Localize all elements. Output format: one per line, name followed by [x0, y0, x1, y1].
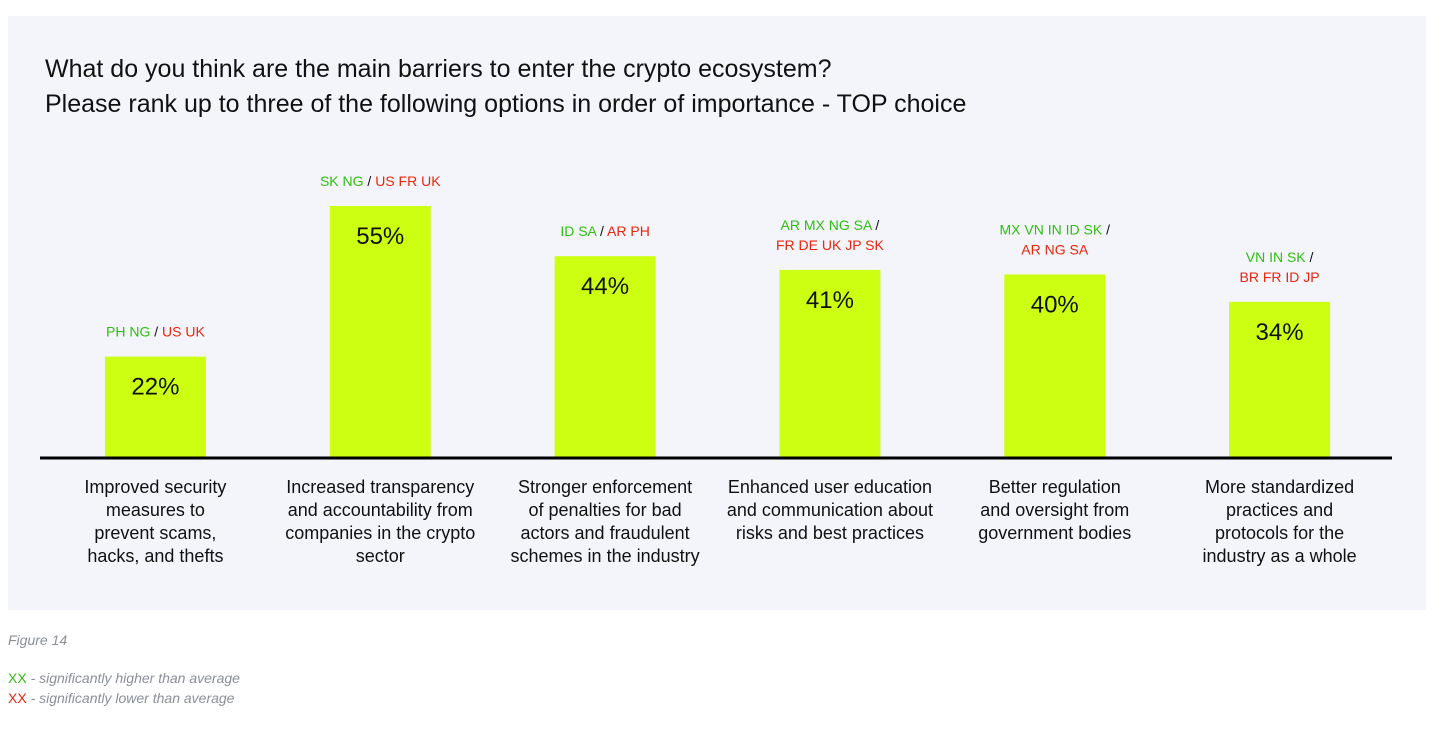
- category-label: Increased transparency and accountability…: [285, 477, 475, 566]
- category-label-line: risks and best practices: [736, 523, 924, 543]
- legend-higher: XX - significantly higher than average: [8, 670, 240, 686]
- category-label: More standardized practices and protocols …: [1203, 477, 1357, 566]
- category-label-line: practices and: [1226, 500, 1333, 520]
- chart-panel: [8, 16, 1426, 610]
- bar-value-label: 41%: [806, 287, 854, 314]
- annotation-separator: /: [596, 223, 607, 239]
- annotation-separator: /: [1102, 221, 1110, 237]
- figure-caption: Figure 14: [8, 632, 68, 648]
- legend-higher-text: - significantly higher than average: [26, 670, 240, 686]
- category-label-line: companies in the crypto: [285, 523, 475, 543]
- annotation-lower: US FR UK: [375, 173, 441, 189]
- legend-higher-marker: XX: [8, 670, 27, 686]
- bar: [554, 256, 656, 457]
- bar: [329, 206, 431, 457]
- annotation-higher: PH NG: [106, 324, 150, 340]
- country-annotation: MX VN IN ID SK /: [1000, 221, 1111, 237]
- annotation-higher: MX VN IN ID SK: [1000, 221, 1103, 237]
- annotation-higher: AR MX NG SA: [781, 217, 873, 233]
- annotation-separator: /: [872, 217, 880, 233]
- category-label-line: sector: [356, 546, 405, 566]
- country-annotation: AR NG SA: [1021, 241, 1089, 257]
- category-label: Better regulation and oversight from gover…: [978, 477, 1131, 543]
- bar: [779, 269, 881, 457]
- category-label-line: protocols for the: [1215, 523, 1344, 543]
- country-annotation: PH NG / US UK: [106, 324, 205, 340]
- country-annotation: VN IN SK /: [1246, 249, 1314, 265]
- category-label-line: actors and fraudulent: [521, 523, 690, 543]
- bar: [1229, 301, 1331, 457]
- bar-value-label: 34%: [1256, 319, 1304, 346]
- country-annotation: FR DE UK JP SK: [776, 237, 885, 253]
- bar-value-label: 55%: [356, 223, 404, 250]
- category-label-line: of penalties for bad: [529, 500, 682, 520]
- bar: [104, 356, 206, 457]
- bar-value-label: 22%: [131, 374, 179, 401]
- category-label: Enhanced user education and communication…: [727, 477, 933, 543]
- category-label-line: prevent scams,: [94, 523, 216, 543]
- category-label-line: Increased transparency: [286, 477, 474, 497]
- annotation-higher: SK NG: [320, 173, 364, 189]
- legend-lower-text: - significantly lower than average: [26, 690, 235, 706]
- category-label-line: and oversight from: [980, 500, 1129, 520]
- annotation-lower: BR FR ID JP: [1240, 269, 1320, 285]
- category-label-line: Stronger enforcement: [518, 477, 692, 497]
- category-label: Stronger enforcement of penalties for bad…: [511, 477, 700, 566]
- annotation-higher: ID SA: [560, 223, 597, 239]
- legend-lower: XX - significantly lower than average: [8, 690, 234, 706]
- annotation-lower: FR DE UK JP SK: [776, 237, 885, 253]
- chart-subtitle: Please rank up to three of the following…: [45, 90, 967, 118]
- category-label-line: schemes in the industry: [511, 546, 700, 566]
- bar-value-label: 44%: [581, 273, 629, 300]
- category-label-line: and communication about: [727, 500, 933, 520]
- annotation-lower: US UK: [162, 324, 205, 340]
- bar: [1004, 274, 1106, 457]
- category-label-line: measures to: [106, 500, 205, 520]
- category-label-line: Enhanced user education: [728, 477, 932, 497]
- category-label-line: More standardized: [1205, 477, 1354, 497]
- category-label: Improved security measures to prevent scam…: [84, 477, 226, 566]
- annotation-separator: /: [1306, 249, 1314, 265]
- country-annotation: BR FR ID JP: [1240, 269, 1320, 285]
- annotation-separator: /: [364, 173, 376, 189]
- category-label-line: and accountability from: [288, 500, 473, 520]
- chart-title: What do you think are the main barriers …: [45, 55, 832, 83]
- category-label-line: Improved security: [84, 477, 226, 497]
- annotation-separator: /: [150, 324, 162, 340]
- legend-lower-marker: XX: [8, 690, 27, 706]
- country-annotation: ID SA / AR PH: [560, 223, 650, 239]
- annotation-higher: VN IN SK: [1246, 249, 1307, 265]
- category-label-line: Better regulation: [989, 477, 1121, 497]
- category-label-line: hacks, and thefts: [87, 546, 223, 566]
- country-annotation: AR MX NG SA /: [781, 217, 880, 233]
- annotation-lower: AR PH: [607, 223, 650, 239]
- category-label-line: government bodies: [978, 523, 1131, 543]
- annotation-lower: AR NG SA: [1021, 241, 1089, 257]
- bar-value-label: 40%: [1031, 291, 1079, 318]
- country-annotation: SK NG / US FR UK: [320, 173, 441, 189]
- category-label-line: industry as a whole: [1203, 546, 1357, 566]
